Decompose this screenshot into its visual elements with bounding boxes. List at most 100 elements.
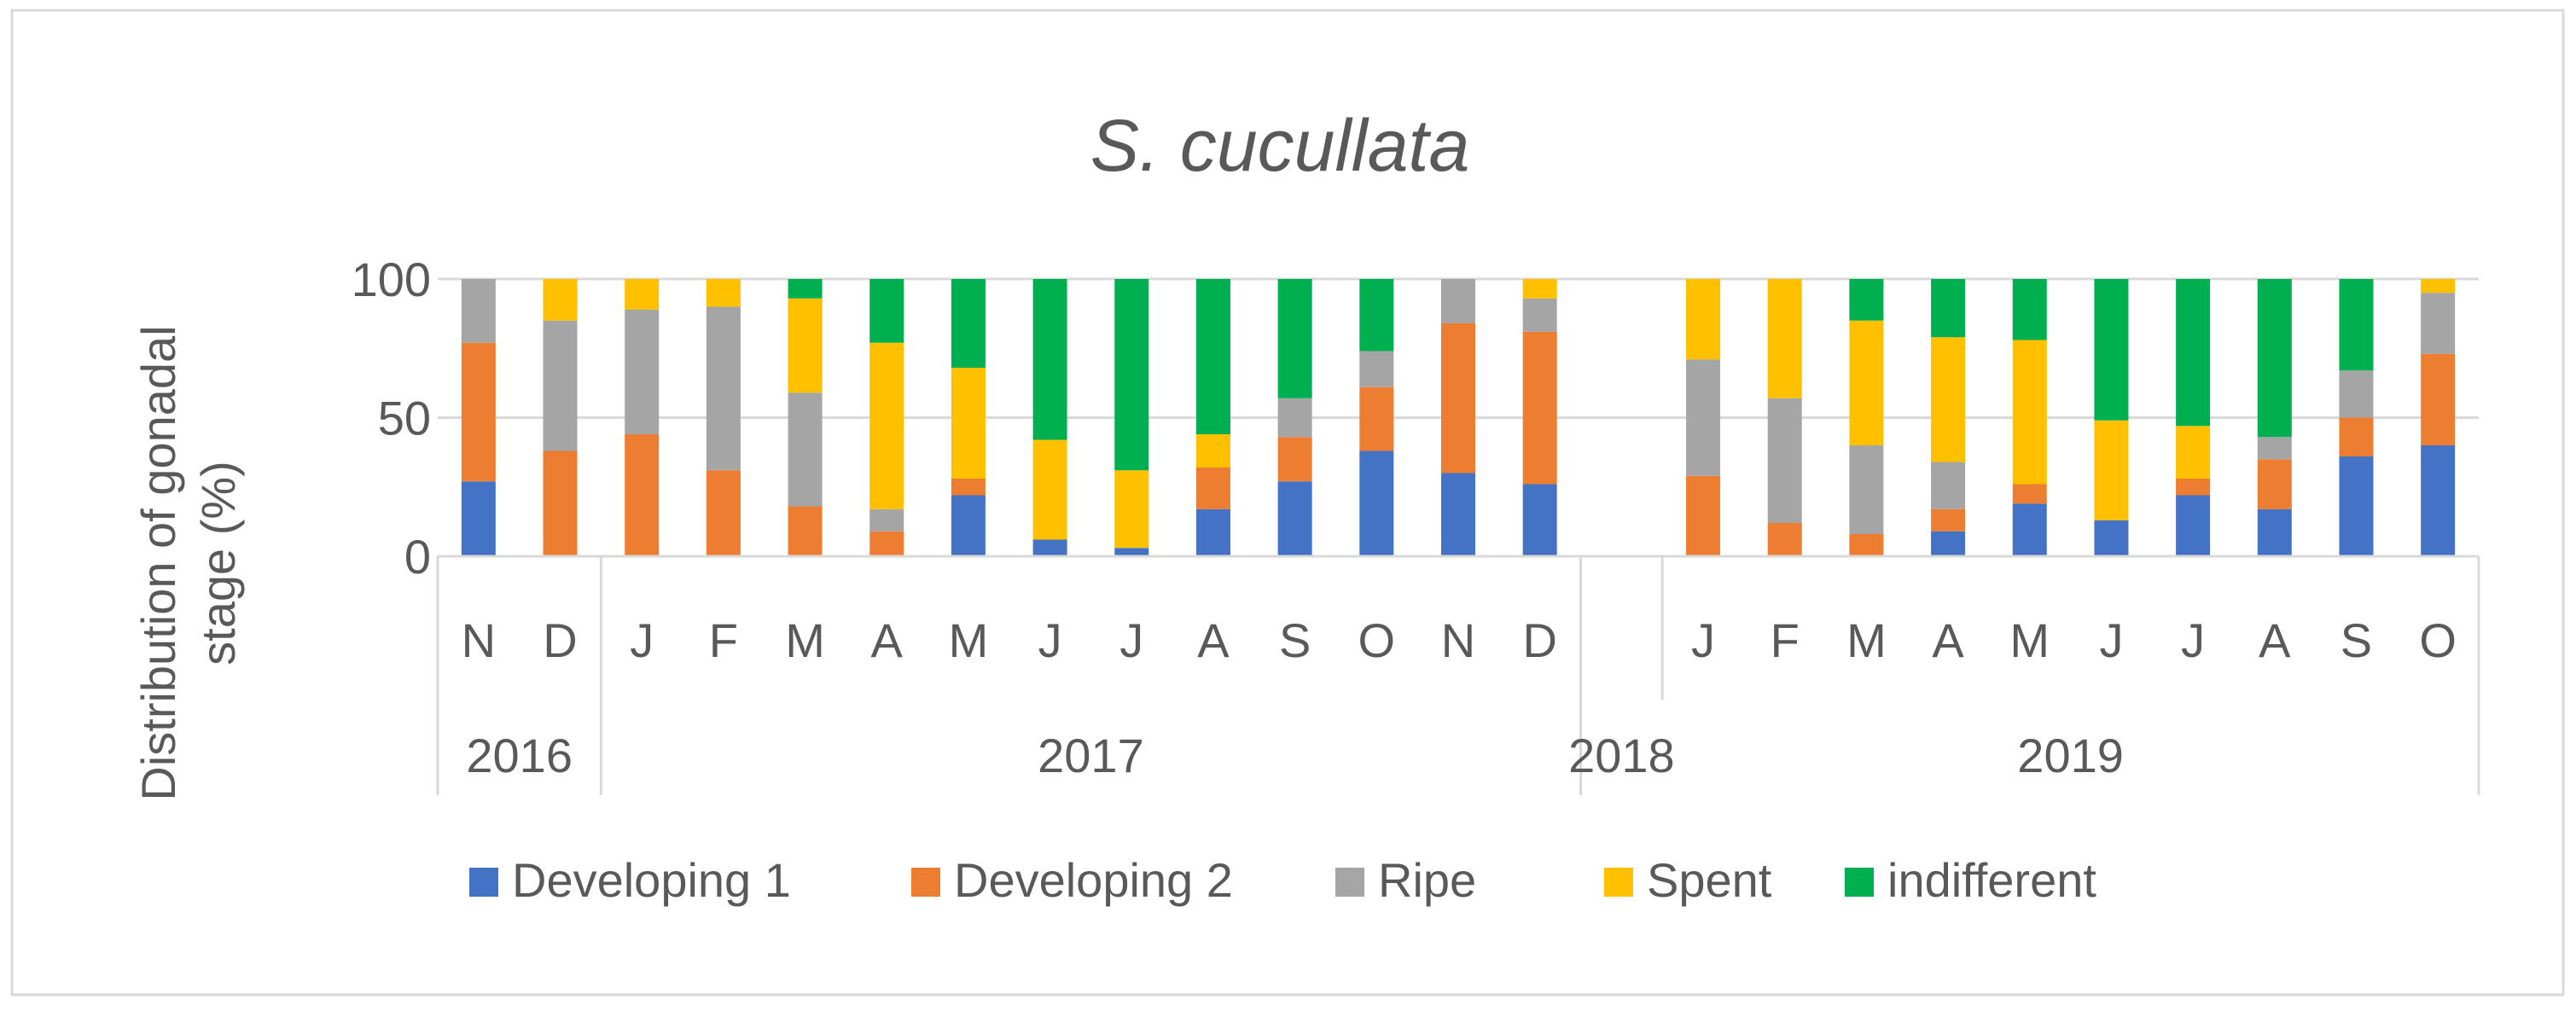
legend-label: Developing 2 (954, 853, 1233, 907)
bar-segment-ripe (1931, 462, 1966, 509)
bar-segment-indifferent (1114, 279, 1149, 471)
bar-segment-developing-1 (951, 495, 986, 556)
y-axis-label: Distribution of gonadal stage (%) (131, 325, 245, 800)
bar-segment-spent (1522, 279, 1557, 299)
bar-segment-spent (1686, 279, 1721, 360)
legend-swatch (1845, 868, 1874, 897)
x-tick-label: A (1197, 613, 1230, 667)
bar-segment-developing-2 (1849, 534, 1884, 556)
bar-segment-developing-1 (1114, 548, 1149, 556)
x-tick-label: M (949, 613, 989, 667)
bar-segment-developing-1 (2012, 503, 2047, 556)
x-tick-label: N (1441, 613, 1475, 667)
bar-segment-developing-1 (2421, 445, 2456, 556)
x-tick-label: S (1279, 613, 1311, 667)
bar-segment-spent (2176, 426, 2211, 479)
bar-segment-developing-1 (1359, 450, 1394, 556)
x-tick-label: M (785, 613, 825, 667)
legend-label: Ripe (1378, 853, 1476, 907)
legend-item-developing-2: Developing 2 (911, 853, 1233, 907)
legend: Developing 1 Developing 2 Ripe Spent indiffe… (469, 853, 2096, 907)
x-tick-label: O (2419, 613, 2457, 667)
legend-item-ripe: Ripe (1335, 853, 1476, 907)
bar-segment-spent (951, 368, 986, 479)
bar-segment-spent (869, 342, 904, 509)
bar-segment-developing-1 (1277, 481, 1312, 556)
bar-segment-ripe (1849, 445, 1884, 534)
bar-segment-indifferent (788, 279, 823, 299)
y-tick-label: 0 (404, 530, 431, 584)
bar-segment-developing-1 (1522, 484, 1557, 556)
bar-segment-ripe (869, 508, 904, 532)
bar-segment-ripe (543, 320, 578, 451)
bar-segment-ripe (1522, 298, 1557, 332)
bar-segment-ripe (625, 309, 660, 434)
x-tick-label: J (2099, 613, 2123, 667)
y-axis-label-line-2: stage (%) (191, 461, 245, 665)
bar-segment-indifferent (1359, 279, 1394, 352)
bar-segment-developing-2 (1441, 323, 1475, 474)
x-tick-label: A (2259, 613, 2291, 667)
x-tick-label: J (1691, 613, 1715, 667)
bar-segment-indifferent (2339, 279, 2374, 371)
bar-segment-developing-1 (2339, 456, 2374, 556)
bar-segment-developing-1 (1931, 531, 1966, 556)
x-tick-label: J (630, 613, 654, 667)
legend-swatch (911, 868, 940, 897)
legend-label: indifferent (1887, 853, 2096, 907)
bar-segment-developing-2 (1359, 386, 1394, 451)
bar-segment-spent (1032, 439, 1067, 540)
bar-segment-developing-2 (2339, 417, 2374, 456)
y-axis-label-line-1: Distribution of gonadal (131, 325, 185, 800)
x-tick-label: D (1522, 613, 1556, 667)
bar-segment-indifferent (951, 279, 986, 368)
bar-segment-developing-1 (2094, 520, 2129, 556)
bar-segment-developing-2 (869, 531, 904, 556)
bar-segment-ripe (461, 279, 496, 343)
year-label: 2019 (2017, 729, 2124, 782)
bar-segment-developing-2 (2257, 459, 2292, 509)
bar-segment-spent (2094, 420, 2129, 520)
bar-segment-spent (2012, 340, 2047, 485)
x-tick-label: S (2340, 613, 2372, 667)
bar-segment-ripe (2421, 293, 2456, 354)
bar-segment-spent (1114, 470, 1149, 549)
bar-segment-developing-2 (706, 470, 741, 556)
bar-segment-developing-2 (1195, 468, 1230, 509)
bar-segment-developing-2 (2421, 353, 2456, 445)
y-axis-ticks: 0 50 100 (352, 253, 431, 584)
x-tick-label: J (1038, 613, 1062, 667)
x-tick-label: J (1119, 613, 1143, 667)
bar-segment-indifferent (1032, 279, 1067, 440)
chart-title: S. cucullata (1090, 105, 1470, 187)
bars (461, 279, 2456, 556)
bar-segment-ripe (1359, 351, 1394, 387)
bar-segment-developing-2 (543, 450, 578, 556)
legend-swatch (1335, 868, 1364, 897)
legend-item-developing-1: Developing 1 (469, 853, 791, 907)
bar-segment-ripe (1441, 279, 1475, 323)
x-tick-label: A (871, 613, 904, 667)
legend-label: Spent (1647, 853, 1772, 907)
bar-segment-indifferent (2176, 279, 2211, 427)
year-label: 2016 (466, 729, 573, 782)
bar-segment-developing-1 (1195, 508, 1230, 556)
bar-segment-developing-2 (461, 342, 496, 482)
x-tick-label: N (462, 613, 496, 667)
bar-segment-indifferent (2094, 279, 2129, 421)
legend-swatch (1604, 868, 1633, 897)
x-tick-label: J (2181, 613, 2205, 667)
year-label: 2018 (1568, 729, 1675, 782)
bar-segment-indifferent (2257, 279, 2292, 438)
bar-segment-spent (543, 279, 578, 321)
bar-segment-developing-2 (2012, 484, 2047, 504)
bar-segment-developing-2 (788, 506, 823, 556)
bar-segment-spent (1767, 279, 1802, 398)
legend-label: Developing 1 (512, 853, 791, 907)
bar-segment-indifferent (1849, 279, 1884, 321)
bar-segment-developing-2 (1931, 508, 1966, 532)
x-tick-label: A (1932, 613, 1964, 667)
bar-segment-developing-2 (1522, 331, 1557, 485)
